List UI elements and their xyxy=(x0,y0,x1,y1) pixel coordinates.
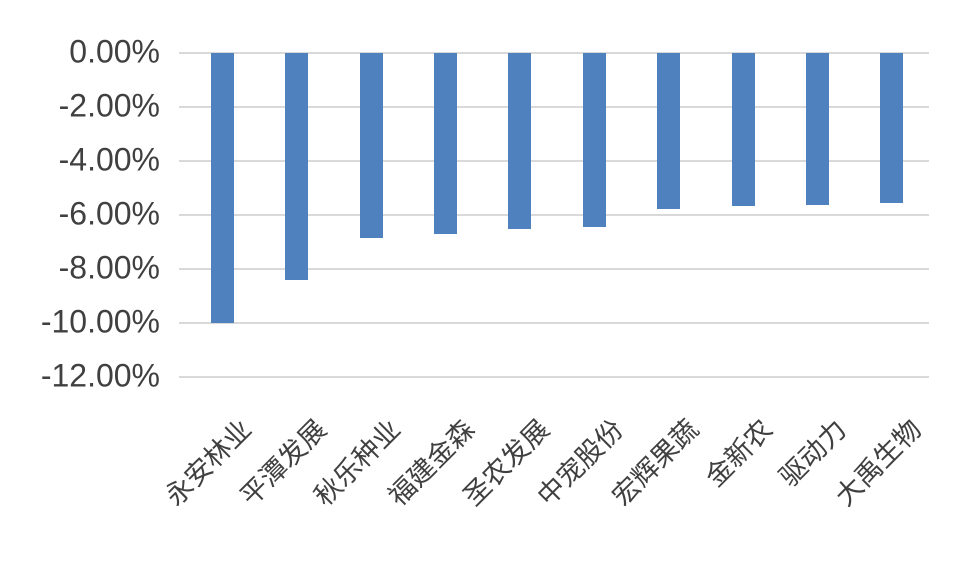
bar xyxy=(285,53,309,280)
bar xyxy=(210,53,234,323)
bar xyxy=(508,53,532,229)
gridline xyxy=(179,376,929,378)
bar xyxy=(657,53,681,209)
gridline xyxy=(179,106,929,108)
bar xyxy=(731,53,755,206)
gridline xyxy=(179,214,929,216)
y-axis-tick-label: -6.00% xyxy=(58,195,160,232)
y-axis-tick-label: -10.00% xyxy=(40,303,160,340)
bar xyxy=(582,53,606,227)
bar xyxy=(880,53,904,203)
y-axis-tick-label: -12.00% xyxy=(40,357,160,394)
y-axis-tick-label: -4.00% xyxy=(58,141,160,178)
gridline xyxy=(179,160,929,162)
y-axis-tick-label: -8.00% xyxy=(58,249,160,286)
gridline xyxy=(179,268,929,270)
x-axis-label: 金新农 xyxy=(699,414,779,493)
y-axis-tick-label: 0.00% xyxy=(69,33,160,70)
bar xyxy=(359,53,383,238)
gridline xyxy=(179,322,929,324)
y-axis-tick-label: -2.00% xyxy=(58,87,160,124)
gridline xyxy=(179,52,929,54)
bar xyxy=(805,53,829,205)
bar xyxy=(433,53,457,234)
